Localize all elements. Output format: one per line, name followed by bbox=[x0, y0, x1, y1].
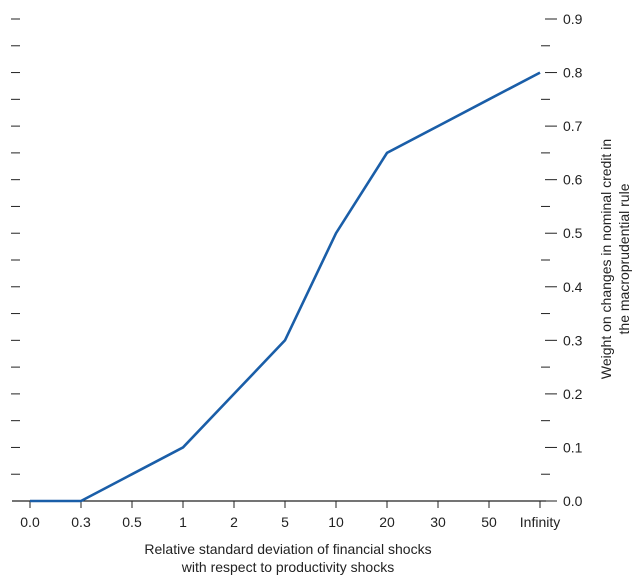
x-tick-label: 0.0 bbox=[20, 514, 40, 530]
x-tick-label: 0.5 bbox=[122, 514, 142, 530]
x-tick-label: Infinity bbox=[520, 514, 560, 530]
x-tick-labels: 0.0 0.3 0.5 1 2 5 10 20 30 50 Infinity bbox=[20, 514, 560, 530]
y-tick-label: 0.0 bbox=[563, 493, 583, 509]
right-axis-ticks bbox=[541, 18, 557, 502]
x-axis-title-line-2: with respect to productivity shocks bbox=[181, 559, 394, 575]
x-tick-label: 50 bbox=[481, 514, 497, 530]
y-tick-label: 0.6 bbox=[563, 172, 583, 188]
x-axis-title-line-1: Relative standard deviation of financial… bbox=[144, 541, 431, 557]
x-tick-label: 5 bbox=[281, 514, 289, 530]
y-tick-label: 0.7 bbox=[563, 118, 583, 134]
y-tick-label: 0.4 bbox=[563, 279, 583, 295]
series-line-0 bbox=[30, 71, 541, 503]
y-axis-title-line-1: Weight on changes in nominal credit in bbox=[598, 139, 614, 379]
y-axis-title-line-2: the macroprudential rule bbox=[616, 183, 632, 334]
y-tick-label: 0.5 bbox=[563, 225, 583, 241]
y-tick-label: 0.1 bbox=[563, 439, 583, 455]
x-axis-ticks bbox=[29, 501, 541, 508]
y-tick-label: 0.8 bbox=[563, 65, 583, 81]
y-tick-labels: 0.0 0.1 0.2 0.3 0.4 0.5 0.6 0.7 0.8 0.9 bbox=[563, 11, 583, 509]
x-tick-label: 0.3 bbox=[71, 514, 91, 530]
x-tick-label: 20 bbox=[379, 514, 395, 530]
x-tick-label: 1 bbox=[179, 514, 187, 530]
x-tick-label: 10 bbox=[328, 514, 344, 530]
y-tick-label: 0.9 bbox=[563, 11, 583, 27]
left-minor-ticks bbox=[11, 18, 20, 475]
series-group bbox=[30, 71, 541, 503]
y-tick-label: 0.3 bbox=[563, 332, 583, 348]
y-tick-label: 0.2 bbox=[563, 386, 583, 402]
x-tick-label: 2 bbox=[230, 514, 238, 530]
x-tick-label: 30 bbox=[430, 514, 446, 530]
